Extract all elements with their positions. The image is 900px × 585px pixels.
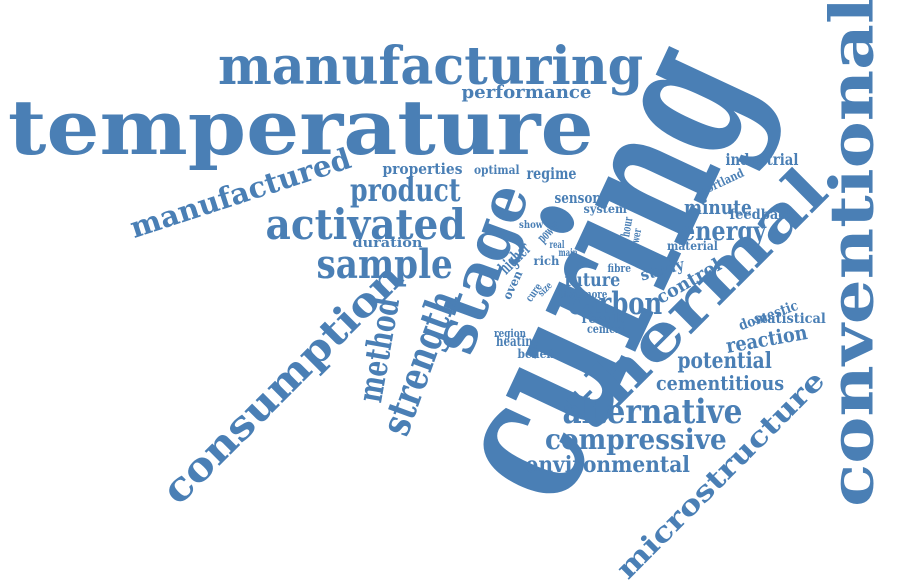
word-product: product — [350, 171, 461, 209]
word-alternative: alternative — [561, 392, 743, 432]
word-compressive: compressive — [545, 423, 727, 456]
word-cementitious: cementitious — [655, 371, 785, 395]
word-real: real — [549, 240, 565, 251]
word-cement: cement — [586, 322, 627, 336]
word-show: show — [519, 220, 544, 231]
word-activated: activated — [265, 200, 466, 249]
word-duration: duration — [352, 235, 422, 251]
word-time: time — [558, 287, 584, 301]
word-energy: energy — [680, 217, 766, 247]
word-benefit: benefit — [516, 347, 559, 361]
word-result: result — [581, 311, 625, 327]
word-regime: regime — [525, 164, 576, 183]
word-fibre: fibre — [607, 261, 631, 275]
word-region: region — [494, 326, 526, 340]
word-statistical: statistical — [753, 311, 826, 327]
word-sensor: sensor — [554, 188, 599, 207]
word-properties: properties — [381, 159, 462, 178]
word-system: system — [583, 202, 627, 216]
word-more: more — [582, 287, 608, 301]
word-manufacturing: manufacturing — [217, 36, 643, 97]
word-optimal: optimal — [473, 163, 520, 177]
word-temperature: temperature — [7, 83, 594, 172]
word-lower: lower — [627, 227, 645, 251]
word-cloud: curing temperature manufacturing thermal… — [7, 0, 887, 585]
word-minute: minute — [683, 195, 752, 219]
word-material: material — [666, 239, 718, 253]
word-rich: rich — [532, 254, 559, 268]
word-feedback: feedback — [728, 207, 795, 223]
word-performance: performance — [460, 82, 591, 103]
word-main: main — [558, 248, 578, 259]
word-sample: sample — [316, 241, 453, 288]
word-potential: potential — [677, 348, 772, 374]
word-carbon: carbon — [568, 285, 663, 322]
word-heating: heating — [495, 334, 540, 350]
word-future: future — [563, 268, 620, 291]
word-industrial: industrial — [725, 150, 799, 169]
word-conventional: conventional — [816, 0, 887, 507]
word-environmental: environmental — [525, 452, 690, 478]
word-reaction: reaction — [723, 320, 809, 358]
